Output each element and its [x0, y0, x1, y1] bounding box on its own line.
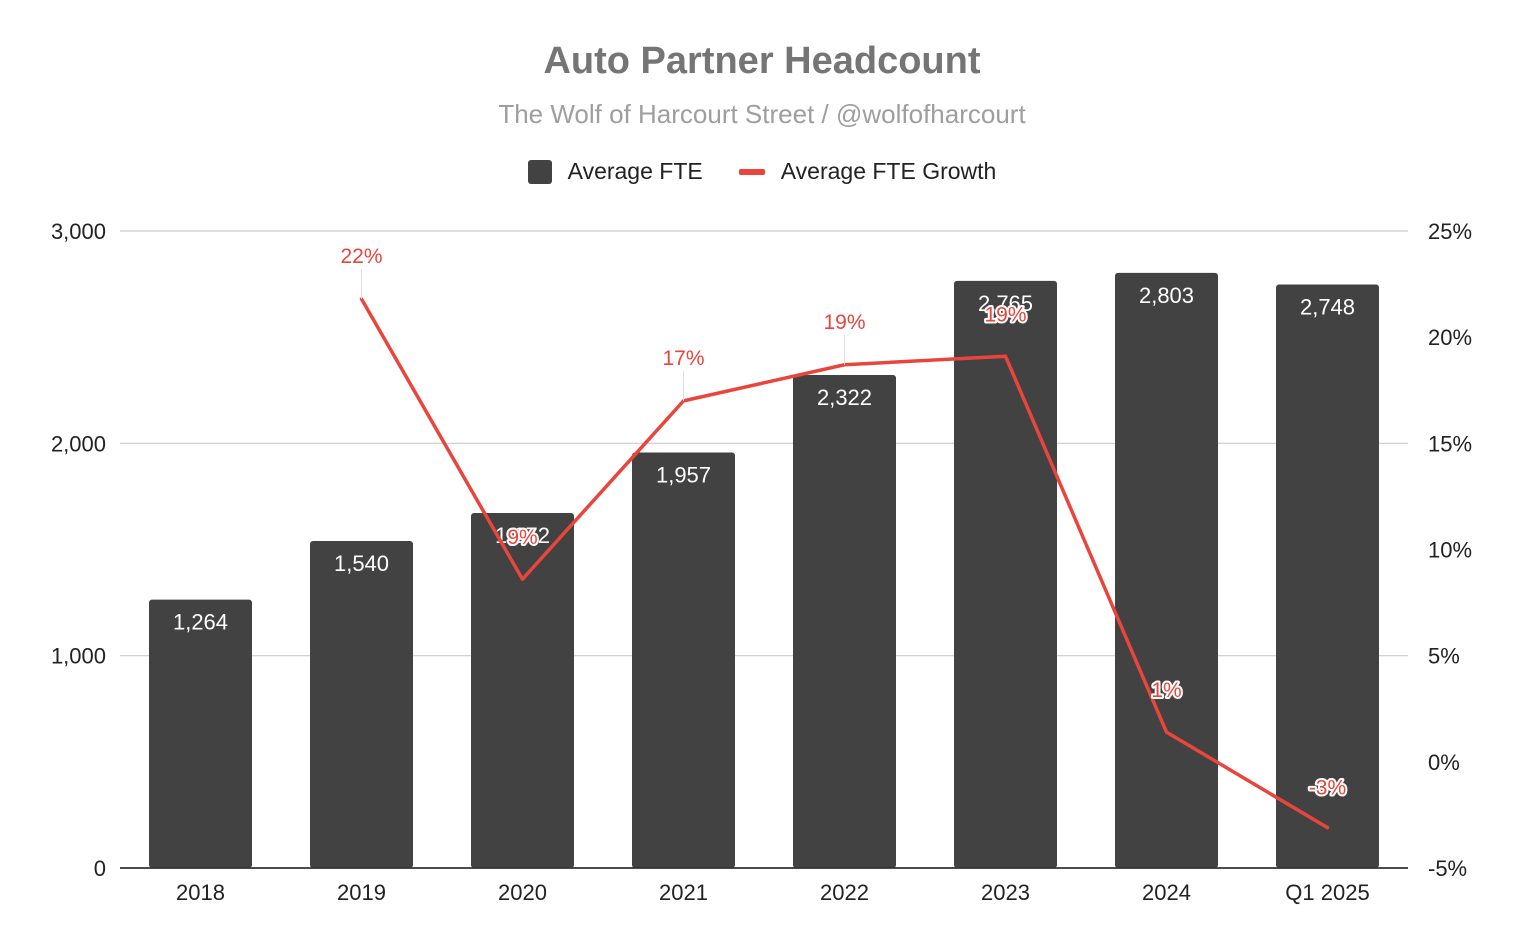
- chart-subtitle: The Wolf of Harcourt Street / @wolfofhar…: [498, 99, 1026, 129]
- y-left-tick-label: 1,000: [51, 644, 106, 669]
- y-left-tick-label: 0: [94, 856, 106, 881]
- x-tick-label: 2022: [820, 880, 869, 905]
- y-left-tick-label: 3,000: [51, 219, 106, 244]
- legend-label-average-fte: Average FTE: [567, 158, 703, 184]
- bar-value-label: 2,322: [817, 385, 872, 410]
- bar-value-label: 1,957: [656, 462, 711, 487]
- bar-value-label: 1,540: [334, 551, 389, 576]
- x-tick-label: 2019: [337, 880, 386, 905]
- growth-point-label: 19%: [984, 303, 1026, 326]
- bar: [149, 599, 252, 868]
- y-right-tick-label: 15%: [1428, 431, 1472, 456]
- bar-value-label: 2,748: [1300, 295, 1355, 320]
- x-tick-label: 2020: [498, 880, 547, 905]
- x-tick-label: 2023: [981, 880, 1030, 905]
- legend-item-average-fte[interactable]: Average FTE: [527, 158, 703, 185]
- growth-point-label: 22%: [340, 245, 382, 268]
- bar-value-label: 1,264: [173, 610, 228, 635]
- x-tick-label: 2024: [1142, 880, 1191, 905]
- x-tick-label: Q1 2025: [1285, 880, 1369, 905]
- growth-point-label: 9%: [507, 526, 537, 549]
- bar: [310, 541, 413, 868]
- legend-swatch-bar: [527, 159, 552, 184]
- y-right-tick-label: -5%: [1428, 856, 1467, 881]
- bar: [954, 280, 1057, 869]
- legend-swatch-line: [738, 168, 765, 175]
- bar-value-label: 2,803: [1139, 283, 1194, 308]
- y-right-tick-label: 10%: [1428, 538, 1472, 563]
- bar: [1276, 284, 1379, 868]
- chart-title: Auto Partner Headcount: [543, 40, 981, 82]
- x-tick-label: 2021: [659, 880, 708, 905]
- legend-label-average-fte-growth: Average FTE Growth: [780, 158, 997, 184]
- bar: [1115, 272, 1218, 868]
- bar-value-label: 2,765: [978, 291, 1033, 316]
- bar: [471, 512, 574, 868]
- x-tick-label: 2018: [176, 880, 225, 905]
- growth-point-label: 17%: [662, 347, 704, 370]
- growth-point-label: -3%: [1309, 777, 1346, 800]
- y-right-tick-label: 0%: [1428, 750, 1460, 775]
- growth-point-label: 19%: [823, 311, 865, 334]
- y-left-tick-label: 2,000: [51, 431, 106, 456]
- bar: [793, 374, 896, 868]
- bar: [632, 452, 735, 868]
- y-right-tick-label: 25%: [1428, 219, 1472, 244]
- y-right-tick-label: 5%: [1428, 644, 1460, 669]
- y-right-tick-label: 20%: [1428, 325, 1472, 350]
- legend: Average FTE Average FTE Growth: [0, 158, 1524, 185]
- growth-point-label: 1%: [1151, 679, 1181, 702]
- legend-item-average-fte-growth[interactable]: Average FTE Growth: [738, 158, 997, 185]
